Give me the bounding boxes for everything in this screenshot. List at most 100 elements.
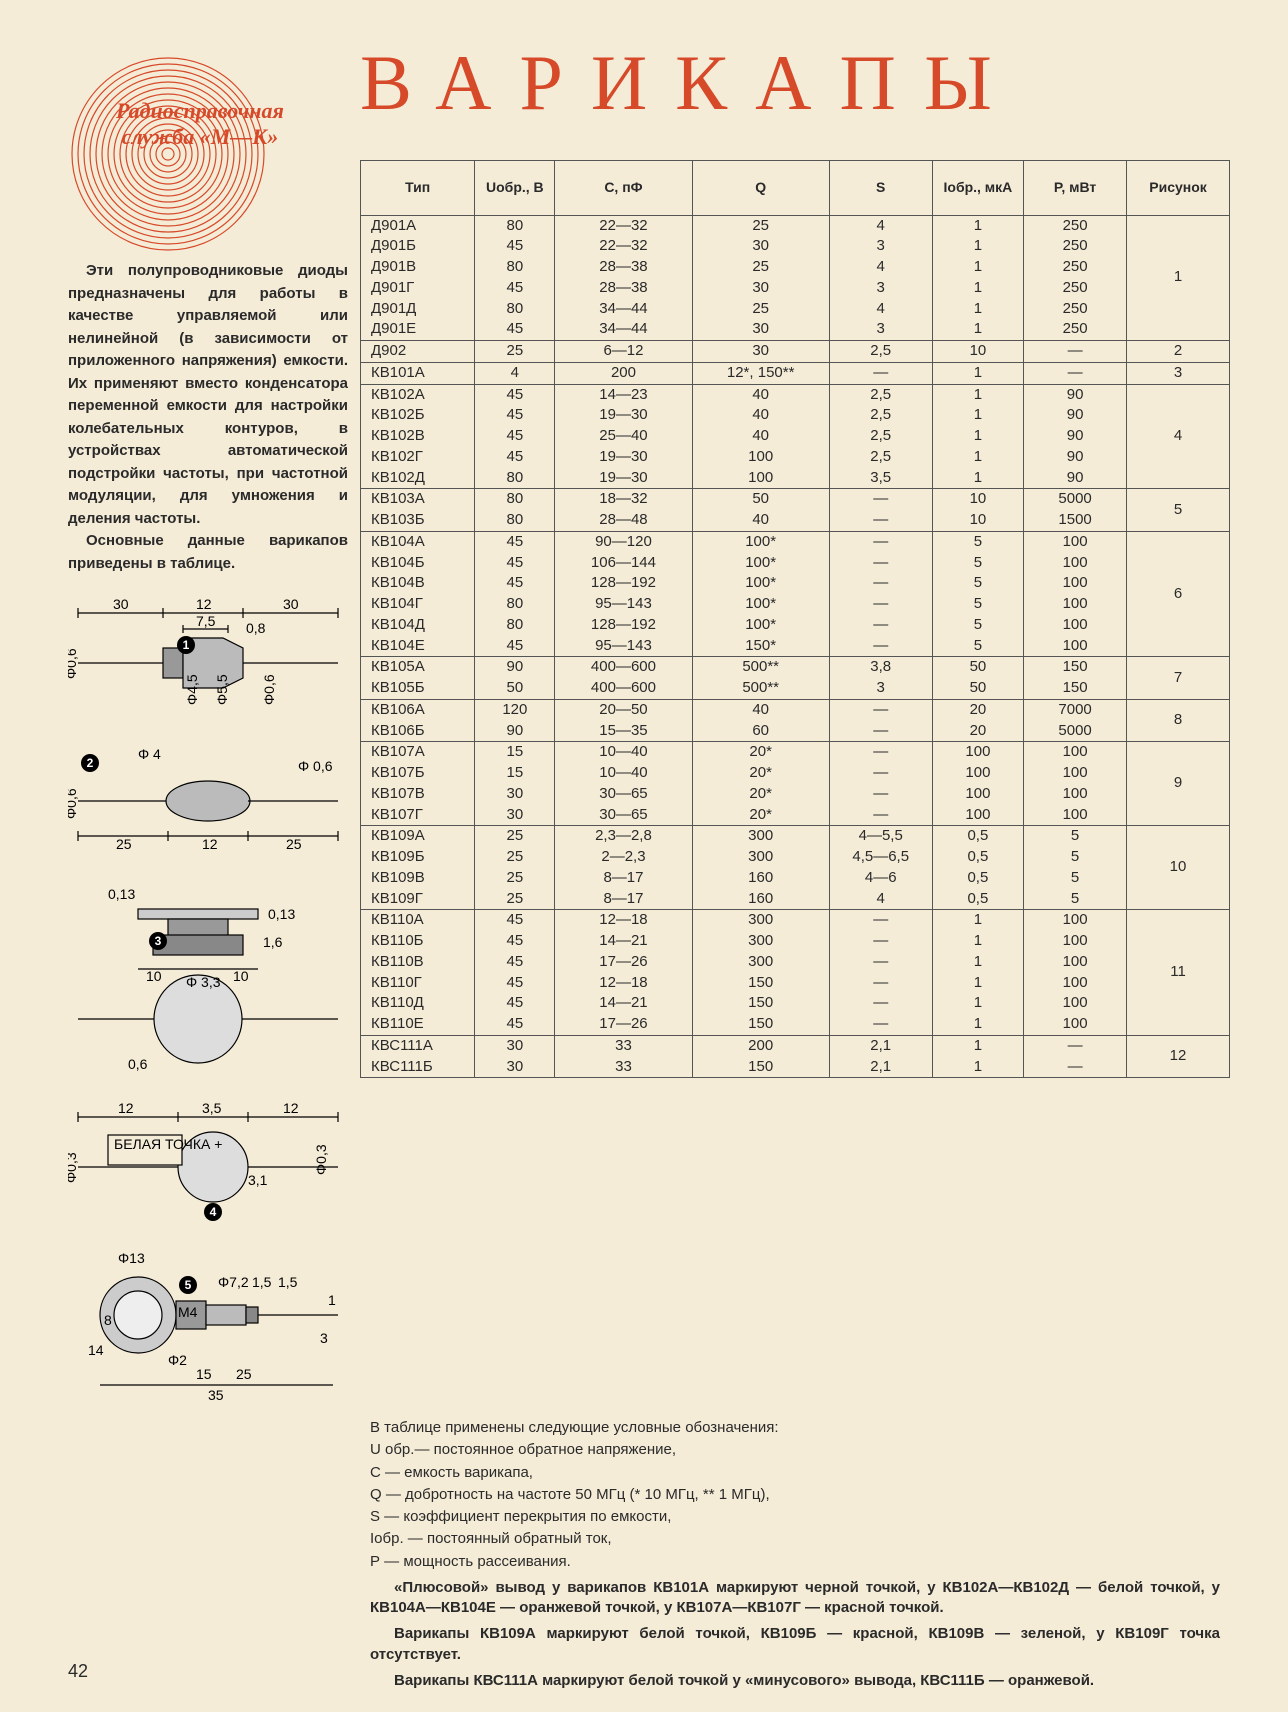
table-cell: 300	[692, 910, 829, 931]
table-cell: 250	[1024, 215, 1127, 236]
table-row: Д901Б4522—323031250	[361, 236, 1230, 257]
table-cell: —	[829, 805, 932, 826]
table-row: КВ107Б1510—4020*—100100	[361, 763, 1230, 784]
table-cell: 33	[555, 1057, 692, 1078]
page-title: ВАРИКАПЫ	[360, 38, 1020, 128]
table-cell: 45	[475, 573, 555, 594]
table-cell: 100	[932, 742, 1023, 763]
table-header: С, пФ	[555, 161, 692, 216]
table-row: КВ110В4517—26300—1100	[361, 952, 1230, 973]
table-cell: 100	[932, 763, 1023, 784]
table-cell: 45	[475, 993, 555, 1014]
table-cell: 200	[555, 362, 692, 384]
table-cell: 1	[932, 952, 1023, 973]
notes-def-0: U обр.— постоянное обратное напряжение,	[370, 1440, 1220, 1460]
table-cell: 100	[1024, 615, 1127, 636]
diagram-5: 5 Φ13 8 14 Φ2 15 25 35 М4 Φ7,2 1,5 1,5 3…	[68, 1245, 348, 1405]
table-cell: 300	[692, 847, 829, 868]
table-cell: 28—38	[555, 278, 692, 299]
table-cell: 160	[692, 868, 829, 889]
svg-text:4: 4	[210, 1205, 217, 1219]
table-header: Uобр., В	[475, 161, 555, 216]
notes-def-2: Q — добротность на частоте 50 МГц (* 10 …	[370, 1485, 1220, 1505]
table-cell: 28—38	[555, 257, 692, 278]
table-cell: 28—48	[555, 510, 692, 531]
table-cell: 34—44	[555, 299, 692, 320]
table-cell: 300	[692, 931, 829, 952]
table-row: КВ110А4512—18300—110011	[361, 910, 1230, 931]
svg-text:0,8: 0,8	[246, 620, 266, 636]
table-cell: 100*	[692, 573, 829, 594]
table-cell: 2,1	[829, 1057, 932, 1078]
table-cell: 7000	[1024, 699, 1127, 720]
table-cell: 2,1	[829, 1035, 932, 1056]
table-cell: 45	[475, 384, 555, 405]
table-cell: КВ110Д	[361, 993, 475, 1014]
table-cell: 45	[475, 405, 555, 426]
notes-def-3: S — коэффициент перекрытия по емкости,	[370, 1507, 1220, 1527]
table-cell: 120	[475, 699, 555, 720]
table-cell: КВ110Б	[361, 931, 475, 952]
table-cell: 150	[692, 1057, 829, 1078]
svg-text:2: 2	[87, 756, 94, 770]
table-cell: КВ102А	[361, 384, 475, 405]
table-cell: —	[829, 573, 932, 594]
table-cell: 5	[932, 594, 1023, 615]
table-cell: 100	[1024, 993, 1127, 1014]
table-cell: КВ109В	[361, 868, 475, 889]
table-row: Д901Г4528—383031250	[361, 278, 1230, 299]
logo-line2: служба «М—К»	[116, 124, 284, 150]
table-cell: 45	[475, 1014, 555, 1035]
table-cell: КВ103А	[361, 489, 475, 510]
table-cell: КВ107Г	[361, 805, 475, 826]
svg-text:7,5: 7,5	[196, 613, 216, 629]
table-cell: 10—40	[555, 742, 692, 763]
table-cell: 25	[475, 826, 555, 847]
table-cell: Д901Г	[361, 278, 475, 299]
table-cell: 50	[932, 678, 1023, 699]
table-cell: 6—12	[555, 341, 692, 363]
table-row: Д901Д8034—442541250	[361, 299, 1230, 320]
table-cell: 45	[475, 636, 555, 657]
table-cell: 45	[475, 910, 555, 931]
table-cell: —	[829, 1014, 932, 1035]
svg-text:Φ13: Φ13	[118, 1250, 145, 1266]
table-cell: 2,3—2,8	[555, 826, 692, 847]
table-cell: —	[829, 636, 932, 657]
logo-block: Радиосправочная служба «М—К»	[68, 54, 328, 259]
table-cell: 5	[932, 531, 1023, 552]
table-cell: 100	[1024, 1014, 1127, 1035]
table-cell: 90	[1024, 384, 1127, 405]
svg-text:3: 3	[155, 934, 162, 948]
table-cell: 30	[475, 1057, 555, 1078]
table-header: Рисунок	[1127, 161, 1230, 216]
table-cell: —	[829, 721, 932, 742]
table-header: S	[829, 161, 932, 216]
svg-text:Φ0,6: Φ0,6	[68, 648, 79, 679]
table-header: Q	[692, 161, 829, 216]
table-cell: 45	[475, 531, 555, 552]
table-cell: 25	[692, 257, 829, 278]
table-cell: —	[829, 931, 932, 952]
svg-text:10: 10	[233, 968, 249, 984]
svg-text:10: 10	[146, 968, 162, 984]
table-cell: 5	[1024, 889, 1127, 910]
table-cell: —	[829, 553, 932, 574]
table-cell: —	[829, 531, 932, 552]
table-cell: 400—600	[555, 678, 692, 699]
table-cell: 2,5	[829, 405, 932, 426]
table-cell: 30—65	[555, 784, 692, 805]
table-cell: 80	[475, 215, 555, 236]
table-cell: КВ102В	[361, 426, 475, 447]
table-cell: 20*	[692, 805, 829, 826]
figure-ref-cell: 9	[1127, 742, 1230, 826]
table-cell: —	[829, 699, 932, 720]
table-cell: 3	[829, 319, 932, 340]
table-cell: КВ110В	[361, 952, 475, 973]
svg-text:30: 30	[283, 596, 299, 612]
svg-text:35: 35	[208, 1387, 224, 1403]
table-row: КВ109Г258—1716040,55	[361, 889, 1230, 910]
table-cell: КВ104В	[361, 573, 475, 594]
varicap-table: ТипUобр., ВС, пФQSIобр., мкАР, мВтРисуно…	[360, 160, 1230, 1078]
table-row: КВ102Б4519—30402,5190	[361, 405, 1230, 426]
